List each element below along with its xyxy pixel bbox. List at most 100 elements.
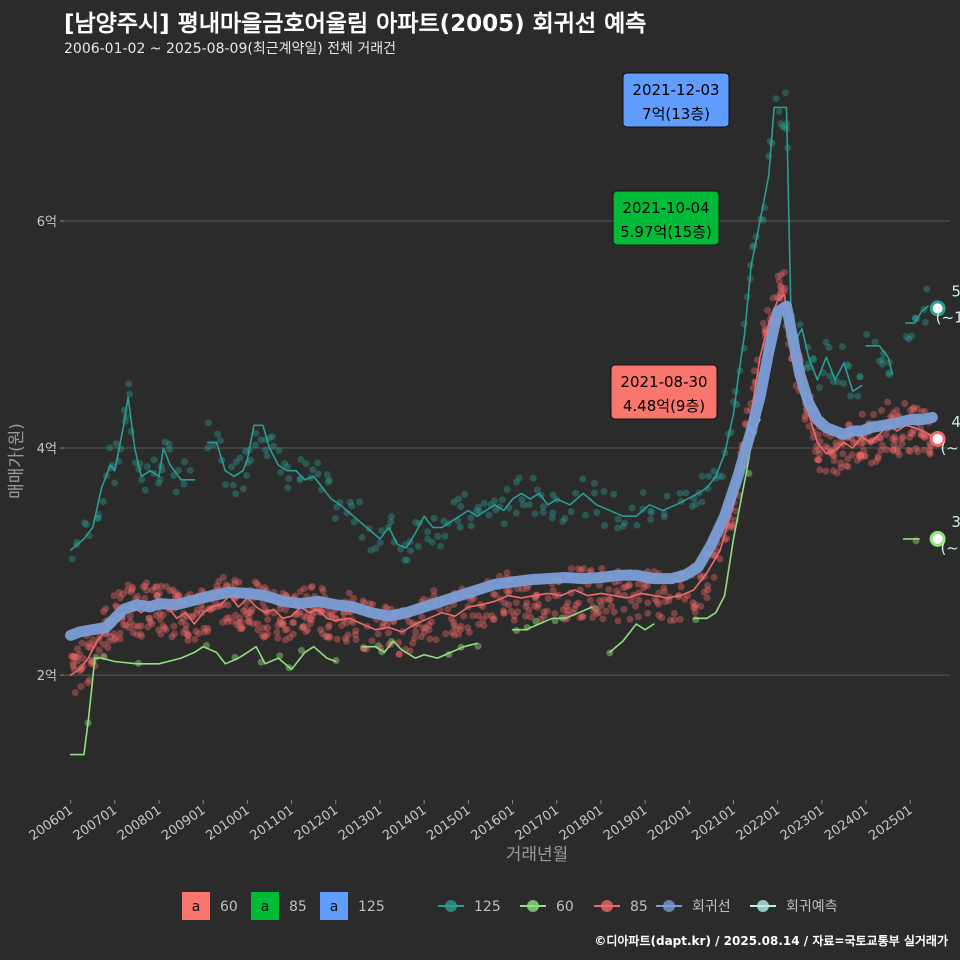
transaction-dot (350, 594, 358, 602)
legend-fill-label: 85 (289, 899, 307, 915)
transaction-dot (856, 451, 864, 459)
transaction-dot (926, 449, 934, 457)
transaction-dot (411, 634, 419, 642)
series-line-60b (361, 640, 478, 659)
transaction-dot (889, 409, 897, 417)
transaction-dot (848, 451, 856, 459)
transaction-dot (490, 590, 498, 598)
transaction-dot (146, 618, 154, 626)
transaction-dot (325, 476, 333, 484)
transaction-dot (107, 632, 115, 640)
transaction-dot (920, 432, 928, 440)
transaction-dot (306, 620, 314, 628)
transaction-dot (233, 621, 241, 629)
transaction-dot (142, 586, 150, 594)
x-tick-label: 202501 (866, 803, 915, 844)
callout-box (622, 72, 730, 128)
transaction-dot (878, 441, 886, 449)
transaction-dot (150, 456, 158, 464)
transaction-dot (510, 612, 518, 620)
transaction-dot (839, 450, 847, 458)
transaction-dot (507, 607, 515, 615)
transaction-dot (108, 461, 116, 469)
transaction-dot (236, 614, 244, 622)
transaction-dot (691, 603, 699, 611)
transaction-dot (223, 618, 231, 626)
transaction-dot (663, 492, 671, 500)
transaction-dot (567, 508, 575, 516)
transaction-dot (743, 293, 751, 301)
transaction-dot (506, 586, 514, 594)
transaction-dot (826, 372, 834, 380)
transaction-dot (698, 472, 706, 480)
transaction-dot (875, 357, 883, 365)
transaction-dot (777, 283, 785, 291)
transaction-dot (351, 631, 359, 639)
transaction-dot (245, 614, 253, 622)
transaction-dot (352, 636, 360, 644)
x-tick-label: 202001 (645, 803, 694, 844)
transaction-dot (146, 614, 154, 622)
transaction-dot (223, 615, 231, 623)
transaction-dot (241, 447, 249, 455)
transaction-dot (520, 501, 528, 509)
transaction-dot (844, 455, 852, 463)
transaction-dot (759, 216, 767, 224)
transaction-dot (412, 519, 420, 527)
transaction-dot (548, 514, 556, 522)
end-value-label: 32,000 (951, 513, 960, 531)
transaction-dot (833, 469, 841, 477)
end-marker (929, 300, 946, 317)
transaction-dot (171, 630, 179, 638)
transaction-dot (815, 384, 823, 392)
transaction-dot (905, 446, 913, 454)
transaction-dot (921, 318, 929, 326)
transaction-dot (379, 619, 387, 627)
transaction-dot (68, 652, 76, 660)
transaction-dot (829, 467, 837, 475)
transaction-dot (777, 283, 785, 291)
transaction-dot (219, 573, 227, 581)
transaction-dot (148, 586, 156, 594)
x-tick-label: 202401 (822, 803, 871, 844)
transaction-dot (910, 404, 918, 412)
transaction-dot (182, 626, 190, 634)
transaction-dot (237, 618, 245, 626)
transaction-dot (317, 626, 325, 634)
transaction-dot (764, 306, 772, 314)
transaction-dot (191, 635, 199, 643)
x-axis: 2006012007012008012009012010012011012012… (27, 800, 916, 844)
transaction-dot (125, 624, 133, 632)
transaction-dot (95, 646, 103, 654)
transaction-dot (71, 653, 79, 661)
transaction-dot (323, 470, 331, 478)
transaction-dot (522, 602, 530, 610)
transaction-dot (909, 430, 917, 438)
transaction-dot (602, 607, 610, 615)
transaction-dot (777, 271, 785, 279)
legend-line-label: 85 (630, 899, 648, 915)
transaction-dot (893, 406, 901, 414)
transaction-dot (359, 597, 367, 605)
transaction-dot (129, 629, 137, 637)
transaction-dot (632, 602, 640, 610)
transaction-dot (559, 517, 567, 525)
transaction-dot (503, 587, 511, 595)
transaction-dot (247, 608, 255, 616)
transaction-dot (340, 610, 348, 618)
transaction-dot (332, 656, 340, 664)
transaction-dot (600, 596, 608, 604)
transaction-dot (643, 582, 651, 590)
transaction-dot (129, 583, 137, 591)
transaction-dot (225, 614, 233, 622)
transaction-dot (328, 611, 336, 619)
transaction-dot (235, 578, 243, 586)
x-tick-label: 202101 (689, 803, 738, 844)
chart-subtitle: 2006-01-02 ~ 2025-08-09(최근계약일) 전체 거래건 (64, 41, 396, 57)
transaction-dot (279, 621, 287, 629)
transaction-dot (105, 637, 113, 645)
transaction-dot (917, 430, 925, 438)
transaction-dot (156, 609, 164, 617)
transaction-dot (177, 618, 185, 626)
transaction-dot (601, 522, 609, 530)
